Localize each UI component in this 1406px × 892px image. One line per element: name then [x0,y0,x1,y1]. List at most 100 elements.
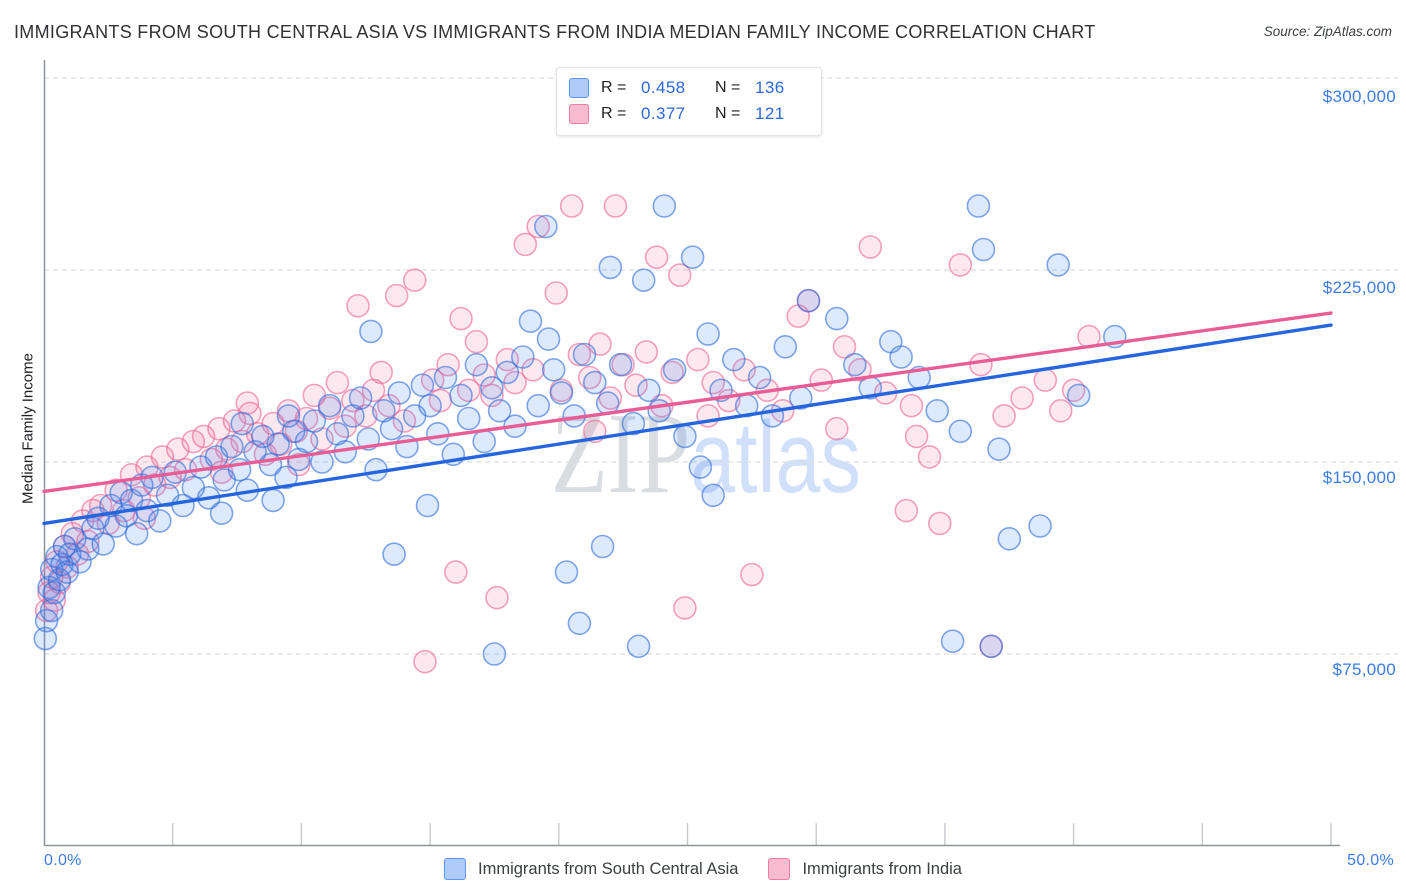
data-point-south-central-asia [230,411,254,436]
data-point-south-central-asia [688,455,713,479]
data-point-india [544,281,569,305]
data-point-south-central-asia [966,194,991,218]
data-point-india [992,404,1016,428]
data-point-south-central-asia [317,393,342,418]
data-point-south-central-asia [449,383,473,408]
watermark-atlas: atlas [690,402,861,514]
data-point-south-central-asia [518,309,543,334]
data-point-india [634,340,659,364]
data-point-south-central-asia [760,404,785,428]
n-label: N = [715,105,741,122]
data-point-south-central-asia [696,322,720,346]
data-point-india [858,235,883,259]
data-point-south-central-asia [582,370,607,395]
data-point-india [948,253,973,277]
data-point-india [1048,398,1073,423]
trend-line-south-central-asia [42,323,1333,526]
data-point-south-central-asia [534,214,558,239]
data-point-south-central-asia [418,393,442,418]
legend-item-south-central-asia: Immigrants from South Central Asia [444,858,738,880]
data-point-india [824,416,849,441]
data-point-india [644,245,669,270]
data-point-south-central-asia [1046,253,1070,277]
data-point-south-central-asia [68,549,92,574]
data-point-south-central-asia [572,342,597,367]
r-label: R = [601,105,627,122]
data-point-south-central-asia [662,357,687,382]
data-point-south-central-asia [472,429,497,454]
data-point-south-central-asia [487,398,512,423]
data-point-south-central-asia [42,580,67,605]
data-point-south-central-asia [456,406,481,431]
legend-label: Immigrants from India [802,859,962,878]
data-point-india [809,368,834,392]
data-point-south-central-asia [979,634,1004,659]
data-point-south-central-asia [647,398,672,423]
data-point-south-central-asia [379,416,404,441]
data-point-south-central-asia [382,542,406,567]
n-value: 136 [755,78,785,97]
data-point-south-central-asia [987,437,1011,462]
data-point-india [673,596,697,620]
stats-row-india: R = 0.377 N = 121 [569,101,809,127]
y-tick-label-225000: $225,000 [1322,278,1396,297]
data-point-india [917,445,942,469]
data-point-south-central-asia [796,288,821,313]
legend-label: Immigrants from South Central Asia [478,859,739,878]
data-point-south-central-asia [824,306,849,331]
data-point-south-central-asia [480,375,504,400]
data-point-south-central-asia [348,386,373,410]
data-point-south-central-asia [549,381,574,405]
data-point-south-central-asia [274,465,298,490]
data-point-south-central-asia [250,424,275,449]
data-point-south-central-asia [536,327,561,351]
y-tick-label-150000: $150,000 [1322,468,1396,487]
r-label: R = [601,79,627,96]
data-point-india [1033,368,1058,392]
pink-legend-swatch-icon [768,858,791,880]
data-point-south-central-asia [773,334,798,359]
data-point-south-central-asia [637,378,661,403]
data-point-south-central-asia [590,534,615,559]
data-point-india [740,562,764,587]
data-point-india [191,424,216,449]
data-point-south-central-asia [220,434,244,459]
data-point-india [235,391,260,415]
data-point-india [899,393,924,418]
data-point-india [526,214,551,239]
page-title: IMMIGRANTS FROM SOUTH CENTRAL ASIA VS IM… [14,22,1096,42]
data-point-south-central-asia [925,398,950,423]
data-point-india [685,347,710,372]
data-point-south-central-asia [997,526,1022,551]
data-point-india [1010,386,1034,410]
data-point-india [402,268,427,293]
data-point-india [443,560,468,584]
data-point-india [413,649,437,674]
data-point-south-central-asia [971,237,996,262]
data-point-south-central-asia [621,411,646,436]
data-point-india [559,194,584,218]
data-point-south-central-asia [608,352,633,377]
stats-legend-box: R = 0.458 N = 136 R = 0.377 N = 121 [556,67,822,136]
data-point-south-central-asia [1066,383,1091,408]
data-point-south-central-asia [294,429,319,454]
data-point-south-central-asia [482,642,507,666]
data-point-india [150,445,175,469]
data-point-india [513,232,538,257]
data-point-south-central-asia [940,629,965,654]
data-point-south-central-asia [747,365,772,390]
data-point-south-central-asia [425,421,450,446]
blue-series-swatch-icon [569,78,589,98]
data-point-south-central-asia [631,268,656,293]
data-point-india [346,293,370,318]
data-point-south-central-asia [510,345,535,369]
data-point-south-central-asia [652,194,677,218]
data-point-india [927,511,952,536]
data-point-india [567,342,592,367]
data-point-south-central-asia [567,611,592,636]
data-point-south-central-asia [359,319,383,344]
data-point-india [969,352,993,377]
data-point-india [667,263,692,287]
